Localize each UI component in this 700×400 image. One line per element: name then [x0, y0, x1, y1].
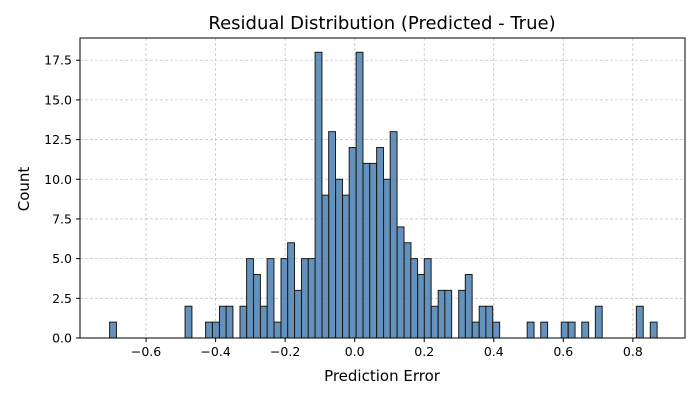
y-tick-label: 15.0: [44, 92, 72, 107]
histogram-bar: [464, 274, 473, 339]
histogram-bar: [444, 289, 453, 339]
histogram-bar: [109, 321, 117, 339]
histogram-bar: [471, 321, 480, 339]
histogram-bar: [389, 131, 398, 339]
histogram-bar: [328, 131, 337, 339]
histogram-bar: [342, 194, 350, 339]
histogram-bar: [239, 305, 248, 339]
histogram-bar: [396, 226, 405, 339]
x-tick-label: −0.4: [200, 344, 230, 359]
x-axis-ticks: −0.6 −0.4 −0.2 0.0 0.2 0.4 0.6 0.8: [131, 338, 643, 359]
histogram-bar: [253, 274, 261, 339]
y-tick-label: 10.0: [44, 172, 72, 187]
histogram-bar: [560, 321, 569, 339]
histogram-bars: [109, 51, 658, 339]
chart-title: Residual Distribution (Predicted - True): [208, 13, 555, 34]
x-tick-label: 0.0: [345, 344, 365, 359]
y-tick-label: 12.5: [44, 132, 72, 147]
histogram-bar: [567, 321, 576, 339]
histogram-bar: [492, 321, 501, 339]
histogram-bar: [478, 305, 487, 339]
histogram-bar: [335, 178, 343, 339]
histogram-bar: [307, 258, 316, 339]
histogram-bar: [287, 242, 295, 339]
histogram-bar: [260, 305, 268, 339]
histogram-bar: [649, 321, 658, 339]
histogram-bar: [410, 258, 419, 339]
x-tick-label: 0.4: [484, 344, 504, 359]
y-tick-label: 0.0: [52, 331, 72, 346]
histogram-bar: [362, 162, 371, 339]
histogram-bar: [458, 289, 467, 339]
histogram-bar: [273, 321, 282, 339]
histogram-bar: [314, 51, 323, 339]
histogram-bar: [635, 305, 644, 339]
y-tick-label: 5.0: [52, 251, 72, 266]
y-axis-ticks: 0.0 2.5 5.0 7.5 10.0 12.5 15.0 17.5: [44, 53, 80, 346]
histogram-bar: [225, 305, 234, 339]
x-tick-label: −0.6: [131, 344, 161, 359]
histogram-bar: [355, 51, 364, 339]
histogram-bar: [594, 305, 603, 339]
histogram-bar: [321, 194, 330, 339]
histogram-bar: [246, 258, 254, 339]
histogram-bar: [280, 258, 289, 339]
histogram-bar: [417, 274, 426, 339]
histogram-bar: [423, 258, 432, 339]
histogram-bar: [581, 321, 590, 339]
histogram-bar: [437, 289, 446, 339]
y-axis-label: Count: [15, 167, 33, 212]
histogram-bar: [218, 305, 227, 339]
histogram-bar: [430, 305, 439, 339]
x-tick-label: 0.8: [623, 344, 643, 359]
histogram-bar: [369, 162, 378, 339]
histogram-bar: [403, 242, 412, 339]
x-axis-label: Prediction Error: [324, 367, 441, 385]
histogram-bar: [266, 258, 275, 339]
histogram-bar: [212, 321, 220, 339]
histogram-bar: [376, 147, 384, 339]
histogram-bar: [526, 321, 535, 339]
histogram-bar: [184, 305, 193, 339]
y-tick-label: 2.5: [52, 291, 72, 306]
y-tick-label: 17.5: [44, 53, 72, 68]
histogram-bar: [301, 258, 309, 339]
histogram-bar: [348, 147, 357, 339]
histogram-bar: [383, 178, 391, 339]
histogram-bar: [294, 289, 302, 339]
histogram-bar: [540, 321, 549, 339]
histogram-bar: [485, 305, 494, 339]
y-tick-label: 7.5: [52, 211, 72, 226]
histogram-bar: [205, 321, 213, 339]
x-tick-label: 0.2: [414, 344, 434, 359]
x-tick-label: 0.6: [553, 344, 573, 359]
x-tick-label: −0.2: [270, 344, 300, 359]
plot-frame: [79, 37, 686, 339]
